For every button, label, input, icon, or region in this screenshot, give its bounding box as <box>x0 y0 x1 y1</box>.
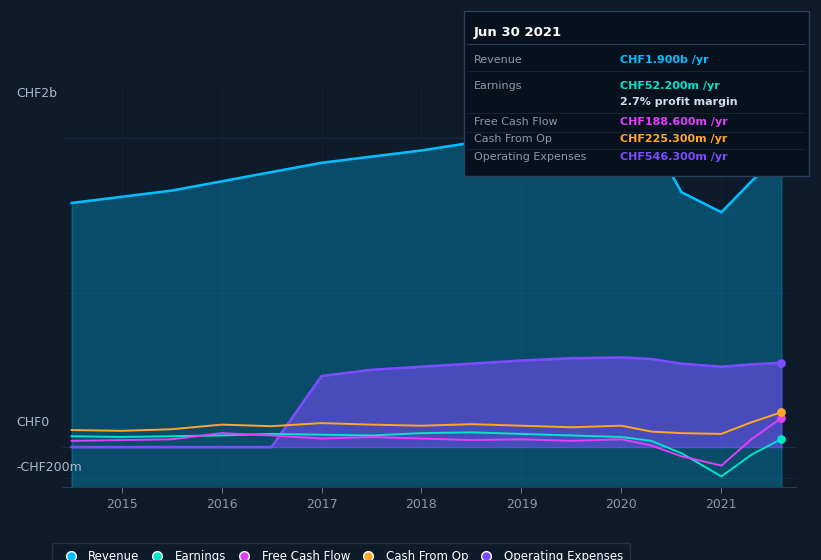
Text: CHF0: CHF0 <box>16 416 49 430</box>
Text: Cash From Op: Cash From Op <box>474 134 552 144</box>
Text: CHF1.900b /yr: CHF1.900b /yr <box>620 55 709 66</box>
Text: Revenue: Revenue <box>474 55 522 66</box>
Point <box>775 408 788 417</box>
Text: CHF2b: CHF2b <box>16 87 57 100</box>
Text: CHF546.300m /yr: CHF546.300m /yr <box>620 152 727 162</box>
Text: Operating Expenses: Operating Expenses <box>474 152 586 162</box>
Text: -CHF200m: -CHF200m <box>16 461 82 474</box>
Text: CHF52.200m /yr: CHF52.200m /yr <box>620 81 719 91</box>
Text: Jun 30 2021: Jun 30 2021 <box>474 26 562 39</box>
Legend: Revenue, Earnings, Free Cash Flow, Cash From Op, Operating Expenses: Revenue, Earnings, Free Cash Flow, Cash … <box>52 543 630 560</box>
Text: 2.7% profit margin: 2.7% profit margin <box>620 97 737 108</box>
Point <box>775 435 788 444</box>
Point <box>775 149 788 158</box>
Point <box>775 413 788 422</box>
Text: Earnings: Earnings <box>474 81 522 91</box>
Text: CHF188.600m /yr: CHF188.600m /yr <box>620 117 727 127</box>
Text: Free Cash Flow: Free Cash Flow <box>474 117 557 127</box>
Text: CHF225.300m /yr: CHF225.300m /yr <box>620 134 727 144</box>
Point <box>775 358 788 367</box>
